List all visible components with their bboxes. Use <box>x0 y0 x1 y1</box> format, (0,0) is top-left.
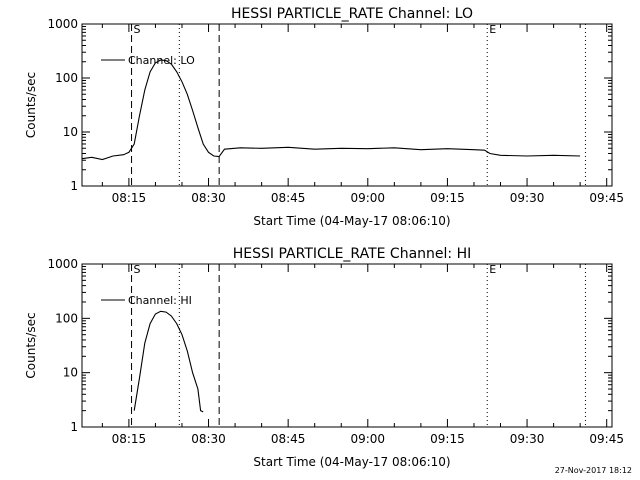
panel2-x-tick-label: 09:15 <box>430 432 465 446</box>
panel1-x-tick-label: 09:00 <box>350 191 385 205</box>
panel2-marker-label: S <box>134 263 141 276</box>
panel2-x-tick-label: 09:45 <box>589 432 624 446</box>
panel2-series-line <box>133 310 204 413</box>
panel1-series-line <box>81 59 581 161</box>
panel2-plot-frame <box>81 263 613 428</box>
panel1-x-tick-label: 09:45 <box>589 191 624 205</box>
panel1-x-tick-label: 09:30 <box>510 191 545 205</box>
panel1-x-tick-label: 08:15 <box>112 191 147 205</box>
panel2-y-axis-label: Counts/sec <box>24 312 38 378</box>
panel1-marker-label: E <box>489 23 496 36</box>
panel1-marker-label: S <box>134 23 141 36</box>
panel2-x-tick-label: 09:00 <box>350 432 385 446</box>
panel2-y-tick-label: 1000 <box>47 257 78 271</box>
panel1-y-axis-label: Counts/sec <box>24 72 38 138</box>
panel1-y-tick-label: 1000 <box>47 17 78 31</box>
panel1-x-axis-label: Start Time (04-May-17 08:06:10) <box>253 214 450 228</box>
footer-timestamp: 27-Nov-2017 18:12 <box>554 466 632 475</box>
panel2-marker-label: E <box>489 263 496 276</box>
panel2-x-tick-label: 08:15 <box>112 432 147 446</box>
panel1-y-tick-label: 1 <box>70 179 78 193</box>
panel2-x-axis-label: Start Time (04-May-17 08:06:10) <box>253 455 450 469</box>
panel2-y-tick-label: 100 <box>55 311 78 325</box>
panel2-x-tick-label: 08:45 <box>271 432 306 446</box>
panel1-x-tick-label: 08:30 <box>191 191 226 205</box>
panel2-chart-title: HESSI PARTICLE_RATE Channel: HI <box>233 246 471 262</box>
panel1-x-tick-label: 08:45 <box>271 191 306 205</box>
panel1-y-tick-label: 10 <box>63 125 78 139</box>
panel2-x-tick-label: 09:30 <box>510 432 545 446</box>
panel1-chart-title: HESSI PARTICLE_RATE Channel: LO <box>231 6 473 22</box>
panel2-x-tick-label: 08:30 <box>191 432 226 446</box>
panel2-y-tick-label: 10 <box>63 366 78 380</box>
panel2-legend-label: Channel: HI <box>128 294 192 307</box>
panel1-plot-frame <box>81 23 613 187</box>
panel1-x-tick-label: 09:15 <box>430 191 465 205</box>
panel1-y-tick-label: 100 <box>55 71 78 85</box>
panel2-y-tick-label: 1 <box>70 420 78 434</box>
